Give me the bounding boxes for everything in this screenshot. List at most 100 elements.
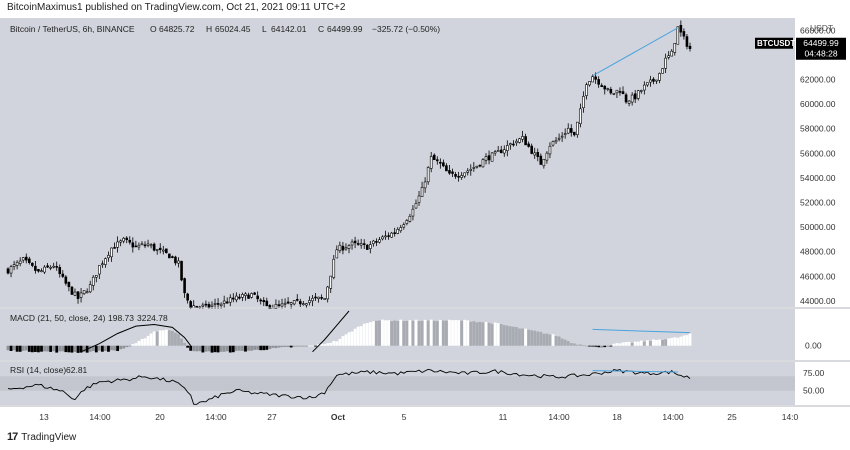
macd-histogram-bar: [73, 345, 77, 352]
candle-body: [475, 165, 479, 168]
price-tick: 56000.00: [800, 148, 836, 158]
macd-histogram-bar: [438, 319, 442, 346]
chart-title: Bitcoin / TetherUS, 6h, BINANCE: [10, 24, 135, 34]
macd-histogram-bar: [563, 339, 567, 346]
candle-body: [110, 247, 113, 258]
tradingview-logo-icon: 17: [7, 431, 18, 443]
macd-histogram-bar: [134, 343, 138, 346]
candle-body: [341, 245, 345, 251]
candle-body: [283, 302, 287, 305]
candle-body: [411, 208, 415, 217]
candle-body: [232, 297, 235, 300]
macd-histogram-bar: [347, 332, 351, 346]
macd-histogram-bar: [521, 328, 524, 346]
macd-value: 198.73: [108, 313, 134, 323]
candle-body: [682, 31, 686, 37]
macd-histogram-bar: [499, 324, 503, 346]
candle-body: [524, 136, 527, 146]
price-tick: 62000.00: [800, 74, 836, 84]
candle-body: [487, 155, 491, 161]
candle-body: [119, 240, 122, 243]
macd-histogram-bar: [247, 345, 250, 351]
candle-body: [338, 244, 342, 252]
rsi-trendline: [592, 370, 678, 373]
macd-histogram-bar: [320, 343, 323, 346]
candle-body: [533, 152, 537, 156]
candle-body: [566, 127, 570, 134]
ohlc-label-l: L: [262, 24, 267, 34]
macd-pane[interactable]: MACD (21, 50, close, 24) 198.73 3224.78: [0, 307, 850, 360]
candle-body: [37, 269, 40, 272]
candle-body: [624, 94, 628, 103]
candle-body: [24, 256, 28, 261]
macd-histogram-bar: [606, 345, 610, 347]
publisher-caption: BitcoinMaximus1 published on TradingView…: [7, 2, 346, 13]
macd-histogram-bar: [195, 345, 199, 352]
candle-body: [274, 304, 278, 310]
macd-histogram-bar: [250, 345, 253, 351]
macd-histogram-bar: [274, 345, 278, 349]
candle-body: [350, 241, 354, 246]
macd-histogram-bar: [399, 319, 403, 346]
candle-body: [12, 264, 16, 267]
macd-histogram-bar: [655, 339, 658, 346]
macd-histogram-bar: [46, 345, 49, 352]
macd-histogram-bar: [445, 320, 448, 346]
price-tick: 44000.00: [800, 296, 836, 306]
currency-label: USDT: [810, 23, 833, 33]
macd-histogram-bar: [658, 339, 661, 346]
candle-body: [6, 268, 10, 274]
candle-body: [362, 243, 366, 245]
macd-histogram-bar: [493, 322, 497, 346]
candle-body: [439, 161, 442, 164]
macd-histogram-bar: [457, 320, 461, 346]
rsi-pane[interactable]: RSI (14, close) 62.81: [0, 360, 850, 405]
macd-histogram-bar: [575, 344, 579, 346]
macd-histogram-bar: [155, 331, 159, 346]
candle-body: [292, 300, 296, 305]
price-pane[interactable]: Bitcoin / TetherUS, 6h, BINANCE O 64825.72…: [0, 18, 795, 314]
macd-histogram-bar: [344, 334, 348, 346]
candle-body: [216, 303, 220, 305]
macd-histogram-bar: [441, 320, 445, 346]
macd-histogram-bar: [15, 345, 19, 352]
time-tick: 20: [155, 412, 165, 422]
macd-histogram-bar: [664, 339, 668, 346]
macd-histogram-bar: [253, 345, 257, 350]
candle-body: [280, 303, 284, 307]
tradingview-logo[interactable]: 17 TradingView: [7, 431, 76, 443]
price-axis[interactable]: USDT66000.0064000.0062000.0060000.005800…: [755, 23, 846, 396]
candle-body: [317, 296, 320, 299]
macd-line: [80, 323, 192, 353]
macd-histogram-bar: [508, 326, 512, 346]
candle-body: [673, 43, 677, 53]
macd-histogram-bar: [207, 345, 211, 352]
macd-histogram-bar: [171, 330, 174, 346]
macd-histogram-bar: [335, 341, 339, 346]
macd-histogram-bar: [198, 345, 202, 352]
price-tick: 50000.00: [800, 222, 836, 232]
time-axis[interactable]: 13 14:00 20 14:00 27 Oct 5 11 14:00 18 14:00 25 14:0: [0, 405, 850, 426]
rsi-title: RSI (14, close): [10, 365, 66, 375]
candle-body: [509, 143, 512, 146]
candle-body: [79, 292, 83, 298]
macd-histogram-bar: [472, 321, 476, 346]
candle-body: [67, 281, 71, 288]
candle-body: [64, 276, 68, 284]
macd-histogram-bar: [177, 334, 180, 346]
candle-body: [591, 76, 594, 83]
macd-histogram-bar: [100, 345, 104, 352]
macd-histogram-bar: [323, 344, 327, 346]
candle-body: [521, 136, 524, 140]
macd-histogram-bar: [18, 345, 22, 352]
macd-histogram-bar: [192, 345, 196, 352]
macd-histogram-bar: [469, 321, 473, 346]
last-price-badge: [796, 37, 846, 60]
candle-body: [557, 137, 561, 140]
candle-body: [478, 164, 482, 167]
macd-histogram-bar: [667, 338, 671, 346]
candle-body: [472, 167, 476, 169]
candle-body: [28, 258, 31, 263]
candle-body: [469, 168, 473, 171]
